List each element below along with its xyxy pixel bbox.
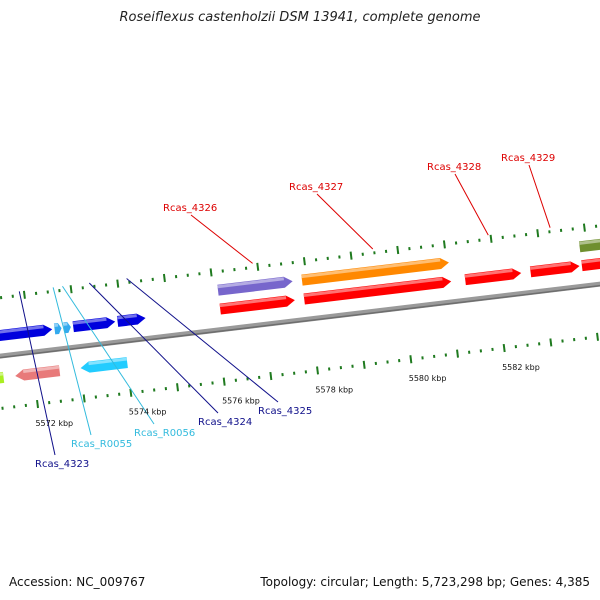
tick-mark [69,285,73,294]
gene-callout-line [18,291,56,456]
gene-arrow-highlight [219,296,287,308]
gene-arrow-body [0,324,53,342]
gene-arrow-highlight [88,357,127,366]
gene-label: Rcas_4328 [427,162,481,173]
tick-marks [0,223,599,410]
gene-callout-line [316,193,374,250]
tick-mark [256,262,260,271]
gene-arrow-highlight [529,262,571,270]
tick-mark [269,371,273,381]
genome-summary-text: Topology: circular; Length: 5,723,298 bp… [260,575,590,589]
tick-mark [489,234,493,243]
tick-mark [36,399,40,409]
gene-arrow-highlight [23,365,60,373]
gene-label: Rcas_R0056 [134,428,195,439]
scale-label: 5572 kbp [35,419,73,428]
genome-backbone-shadow [0,284,600,359]
gene-arrow-highlight [217,277,284,289]
tick-mark [409,355,413,364]
gene-arrow-body [301,258,449,286]
tick-mark [442,240,446,249]
tick-mark [456,349,459,358]
scale-label: 5574 kbp [129,408,167,417]
tick-mark [176,383,179,392]
backbone-layer [0,281,600,359]
map-title: Roseiflexus castenholzii DSM 13941, comp… [119,10,481,25]
gene-arrow-highlight [464,269,513,278]
tick-mark [502,343,506,353]
genome-backbone [0,281,600,359]
gene-arrow [80,357,128,373]
gene-arrow [303,276,452,305]
gene-arrow [464,268,522,286]
tick-mark [22,290,26,299]
gene-arrow [0,371,5,384]
gene-arrow [529,261,580,278]
gene-label: Rcas_4324 [198,417,252,428]
tick-mark [582,223,586,232]
gene-arrow [581,257,600,272]
gene-arrow-body [464,268,522,286]
gene-callout-line [454,173,489,236]
tick-mark [349,251,353,260]
tick-mark [162,273,166,283]
scale-label: 5576 kbp [222,397,260,406]
gene-arrow-highlight [579,239,600,245]
gene-arrow [53,323,62,335]
gene-callout-line [88,282,219,414]
gene-arrow [63,321,71,334]
gene-callout-line [190,214,253,264]
gene-arrow-body [529,261,580,278]
tick-mark [302,257,306,266]
gene-arrow-highlight [301,258,441,279]
tick-mark [596,332,599,341]
gene-arrow [217,276,293,296]
tick-mark [549,338,553,347]
tick-mark [129,388,133,397]
gene-callout-line [528,164,551,228]
gene-label: Rcas_4326 [163,203,217,214]
scale-labels: 5572 kbp 5574 kbp 5576 kbp 5578 kbp 5580 kbp… [35,363,539,428]
tick-mark [362,360,366,369]
gene-callout-line [52,287,92,436]
gene-label: Rcas_R0055 [71,439,132,450]
gene-arrow [72,317,116,333]
gene-callout-line [126,278,279,403]
tick-mark [222,377,226,386]
tick-mark [116,279,120,288]
gene-layer [0,238,600,384]
tick-mark [209,268,213,277]
scale-label: 5582 kbp [502,363,540,372]
gene-arrow [301,258,449,286]
tick-mark [396,245,400,255]
gene-label: Rcas_4325 [258,406,312,417]
gene-arrow [15,365,61,381]
gene-arrow-highlight [581,258,600,264]
gene-arrow-body [303,276,452,305]
accession-text: Accession: NC_009767 [9,575,146,589]
gene-arrow-highlight [116,314,137,320]
tick-mark [536,229,540,238]
tick-mark [82,394,86,403]
gene-arrow-body [581,257,600,272]
gene-arrow [219,295,295,315]
gene-callout-line [62,285,155,425]
gene-arrow-body [217,276,293,296]
gene-arrow [578,238,600,253]
scale-label: 5580 kbp [409,374,447,383]
tick-mark [316,366,319,375]
gene-arrow-highlight [72,317,107,325]
gene-label: Rcas_4327 [289,182,343,193]
gene-arrow-highlight [0,325,44,334]
gene-arrow-highlight [0,372,4,376]
gene-arrow [116,313,146,327]
scale-label: 5578 kbp [315,385,353,394]
gene-arrow [0,324,53,342]
gene-label: Rcas_4323 [35,459,89,470]
gene-arrow-highlight [303,277,443,298]
gene-label: Rcas_4329 [501,153,555,164]
gene-arrow-body [219,295,295,315]
